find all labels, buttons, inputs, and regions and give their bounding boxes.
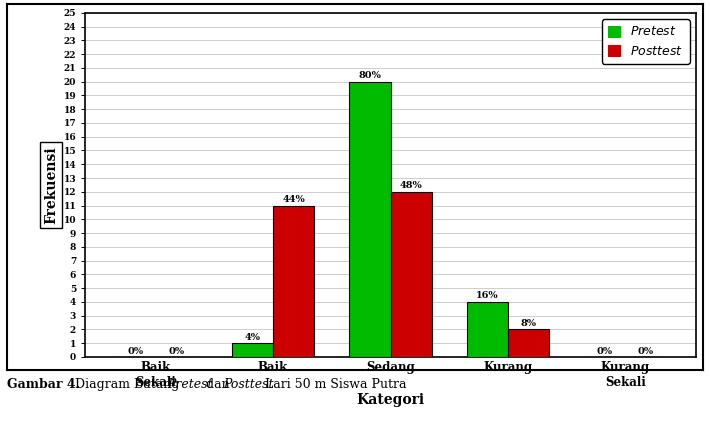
Y-axis label: Frekuensi: Frekuensi xyxy=(44,146,58,224)
Bar xyxy=(467,302,508,357)
Text: Lari 50 m Siswa Putra: Lari 50 m Siswa Putra xyxy=(261,378,407,391)
Text: 80%: 80% xyxy=(359,71,381,80)
Bar xyxy=(273,206,315,357)
X-axis label: Kategori: Kategori xyxy=(356,393,425,407)
Text: 4%: 4% xyxy=(244,333,261,342)
Text: 8%: 8% xyxy=(520,319,537,328)
Text: Posttest: Posttest xyxy=(224,378,274,391)
Text: Gambar 4.: Gambar 4. xyxy=(7,378,80,391)
Bar xyxy=(508,329,549,357)
Text: Diagram Batang: Diagram Batang xyxy=(67,378,184,391)
Bar xyxy=(349,82,390,357)
Text: 0%: 0% xyxy=(168,347,185,356)
Text: 0%: 0% xyxy=(127,347,143,356)
Text: 44%: 44% xyxy=(283,195,305,204)
Text: 0%: 0% xyxy=(638,347,654,356)
Text: dan: dan xyxy=(202,378,234,391)
Bar xyxy=(391,192,432,357)
Legend: $\bf{\it{Pretest}}$, $\bf{\it{Posttest}}$: $\bf{\it{Pretest}}$, $\bf{\it{Posttest}}… xyxy=(601,19,689,64)
Text: Pretest: Pretest xyxy=(167,378,212,391)
Text: 16%: 16% xyxy=(476,292,498,301)
Text: 48%: 48% xyxy=(400,181,422,190)
Bar xyxy=(232,343,273,357)
Text: 0%: 0% xyxy=(596,347,613,356)
